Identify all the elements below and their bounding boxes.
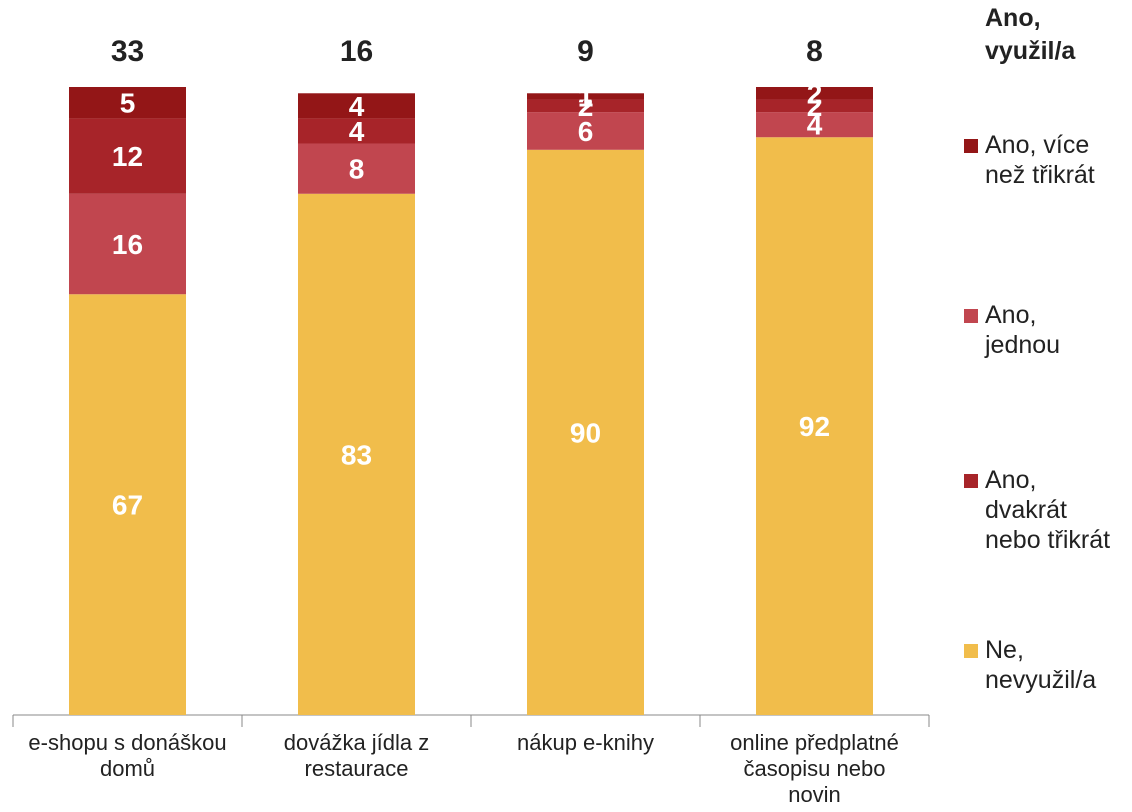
bar-segment — [527, 99, 644, 113]
data-label: 92 — [799, 411, 830, 442]
legend-swatch — [964, 309, 978, 323]
legend-label: Ano, jednou — [985, 301, 1061, 359]
data-label: 4 — [349, 91, 365, 122]
legend-label: Ne, nevyužil/a — [985, 636, 1097, 694]
data-label: 67 — [112, 490, 143, 521]
bar-segment — [69, 118, 186, 194]
bar-segment — [756, 137, 873, 716]
total-label: 16 — [340, 35, 373, 68]
totals-title: Ano, využil/a — [985, 4, 1076, 65]
bar-segment — [527, 93, 644, 100]
x-tick-label: e-shopu s donáškou domů — [28, 730, 227, 781]
data-label: 4 — [349, 116, 365, 147]
bar-segment — [527, 112, 644, 150]
data-label: 2 — [807, 78, 823, 109]
bar-segment — [69, 294, 186, 715]
total-label: 9 — [577, 35, 594, 68]
x-tick-label: dovážka jídla z restaurace — [283, 730, 430, 781]
total-label: 33 — [111, 35, 144, 68]
data-label: 5 — [120, 88, 136, 119]
bar-segment — [756, 112, 873, 138]
x-tick-label: online předplatné časopisu nebo novin — [730, 730, 899, 807]
legend-swatch — [964, 139, 978, 153]
data-label: 6 — [578, 116, 594, 147]
bar-segment — [756, 87, 873, 100]
bar-segment — [756, 99, 873, 113]
bar-segment — [69, 193, 186, 295]
data-label: 90 — [570, 417, 601, 448]
data-label: 83 — [341, 439, 372, 470]
bar-segment — [298, 93, 415, 119]
total-label: 8 — [806, 35, 823, 68]
data-label: 12 — [112, 141, 143, 172]
legend-label: Ano, dvakrát nebo třikrát — [985, 466, 1111, 554]
data-label: 8 — [349, 154, 365, 185]
bar-segment — [527, 149, 644, 716]
legend-swatch — [964, 474, 978, 488]
x-tick-label: nákup e-knihy — [517, 730, 654, 755]
data-label: 1 — [578, 81, 594, 112]
bar-segment — [69, 87, 186, 119]
data-label: 4 — [807, 110, 823, 141]
bar-segment — [298, 118, 415, 144]
bar-segment — [298, 143, 415, 194]
legend-swatch — [964, 644, 978, 658]
data-label: 16 — [112, 229, 143, 260]
legend-label: Ano, více než třikrát — [985, 131, 1095, 189]
bar-segment — [298, 193, 415, 715]
